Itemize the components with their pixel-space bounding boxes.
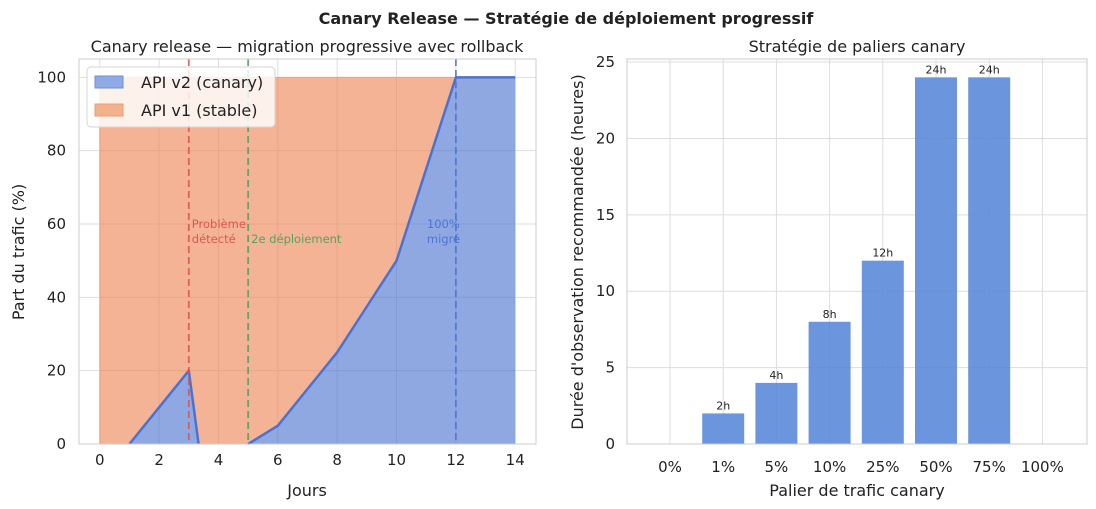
line-api-v2 xyxy=(128,76,516,446)
annotation-line: migré xyxy=(427,232,460,246)
legend-box xyxy=(86,66,276,128)
bar xyxy=(755,382,798,444)
bar-value-label: 4h xyxy=(769,369,783,382)
vline-annotation: 2e déploiement xyxy=(251,232,342,246)
x-tick-label: 75% xyxy=(973,458,1006,476)
y-tick-label: 0 xyxy=(56,435,66,453)
x-tick-label: 5% xyxy=(765,458,789,476)
legend-swatch-v1 xyxy=(94,103,124,117)
x-tick-label: 50% xyxy=(919,458,952,476)
annotation-line: 2e déploiement xyxy=(251,232,342,246)
annotation-line: 100% xyxy=(427,217,460,231)
bar-value-label: 12h xyxy=(872,247,893,260)
bar-value-label: 24h xyxy=(926,63,947,76)
bar xyxy=(915,77,957,444)
left-y-ticks: 0 20 40 60 80 100 xyxy=(37,68,66,453)
bar xyxy=(861,260,904,444)
y-tick-label: 0 xyxy=(605,435,615,453)
x-tick-label: 14 xyxy=(506,451,525,469)
legend-label-v1: API v1 (stable) xyxy=(141,101,257,120)
annotation-line: Problème xyxy=(192,217,246,231)
right-x-axis-label: Palier de trafic canary xyxy=(769,481,944,500)
y-tick-label: 25 xyxy=(596,53,615,71)
x-tick-label: 10 xyxy=(387,451,406,469)
left-y-axis-label: Part du trafic (%) xyxy=(9,184,28,320)
y-tick-label: 60 xyxy=(47,215,66,233)
suptitle: Canary Release — Stratégie de déploiemen… xyxy=(319,9,815,28)
y-tick-label: 20 xyxy=(596,129,615,147)
bar xyxy=(808,321,851,444)
x-tick-label: 25% xyxy=(866,458,899,476)
right-y-ticks: 0 5 10 15 20 25 xyxy=(596,53,615,453)
bar-value-label: 2h xyxy=(716,399,730,412)
right-x-ticks: 0% 1% 5% 10% 25% 50% 75% 100% xyxy=(658,458,1064,476)
left-x-axis-label: Jours xyxy=(286,481,327,500)
x-tick-label: 0% xyxy=(658,458,682,476)
left-vlines: Problème détecté 2e déploiement 100% migré xyxy=(187,59,460,444)
y-tick-label: 100 xyxy=(37,68,66,86)
area-api-v2 xyxy=(99,77,516,444)
left-x-ticks: 0 2 4 6 8 10 12 14 xyxy=(95,451,525,469)
y-tick-label: 40 xyxy=(47,288,66,306)
x-tick-label: 2 xyxy=(154,451,164,469)
y-tick-label: 5 xyxy=(605,359,615,377)
right-y-axis-label: Durée d'observation recommandée (heures) xyxy=(568,74,587,429)
vline-annotation: 100% migré xyxy=(427,217,460,246)
left-areas xyxy=(99,76,516,446)
right-chart: Stratégie de paliers canary 2h 4h 8h 12h 24h… xyxy=(568,37,1088,500)
right-plot-frame xyxy=(626,58,1088,445)
x-tick-label: 100% xyxy=(1021,458,1064,476)
y-tick-label: 20 xyxy=(47,362,66,380)
left-plot-frame xyxy=(78,58,537,445)
left-legend: API v2 (canary) API v1 (stable) xyxy=(86,66,276,128)
bar-value-label: 24h xyxy=(979,63,1000,76)
x-tick-label: 4 xyxy=(214,451,224,469)
legend-swatch-v2 xyxy=(94,75,124,89)
right-bars: 2h 4h 8h 12h 24h 24h xyxy=(702,63,1011,444)
x-tick-label: 6 xyxy=(273,451,283,469)
bar xyxy=(968,77,1011,444)
legend-label-v2: API v2 (canary) xyxy=(141,73,263,92)
right-gridlines xyxy=(627,59,1087,445)
x-tick-label: 0 xyxy=(95,451,105,469)
right-chart-title: Stratégie de paliers canary xyxy=(749,37,966,56)
y-tick-label: 10 xyxy=(596,282,615,300)
annotation-line: détecté xyxy=(192,232,236,246)
x-tick-label: 10% xyxy=(813,458,846,476)
bar xyxy=(702,413,745,444)
x-tick-label: 12 xyxy=(446,451,465,469)
bar-value-label: 8h xyxy=(823,308,837,321)
left-chart: Canary release — migration progressive a… xyxy=(9,37,537,500)
x-tick-label: 8 xyxy=(332,451,342,469)
x-tick-label: 1% xyxy=(711,458,735,476)
left-chart-title: Canary release — migration progressive a… xyxy=(91,37,524,56)
y-tick-label: 15 xyxy=(596,206,615,224)
y-tick-label: 80 xyxy=(47,142,66,160)
vline-annotation: Problème détecté xyxy=(192,217,246,246)
